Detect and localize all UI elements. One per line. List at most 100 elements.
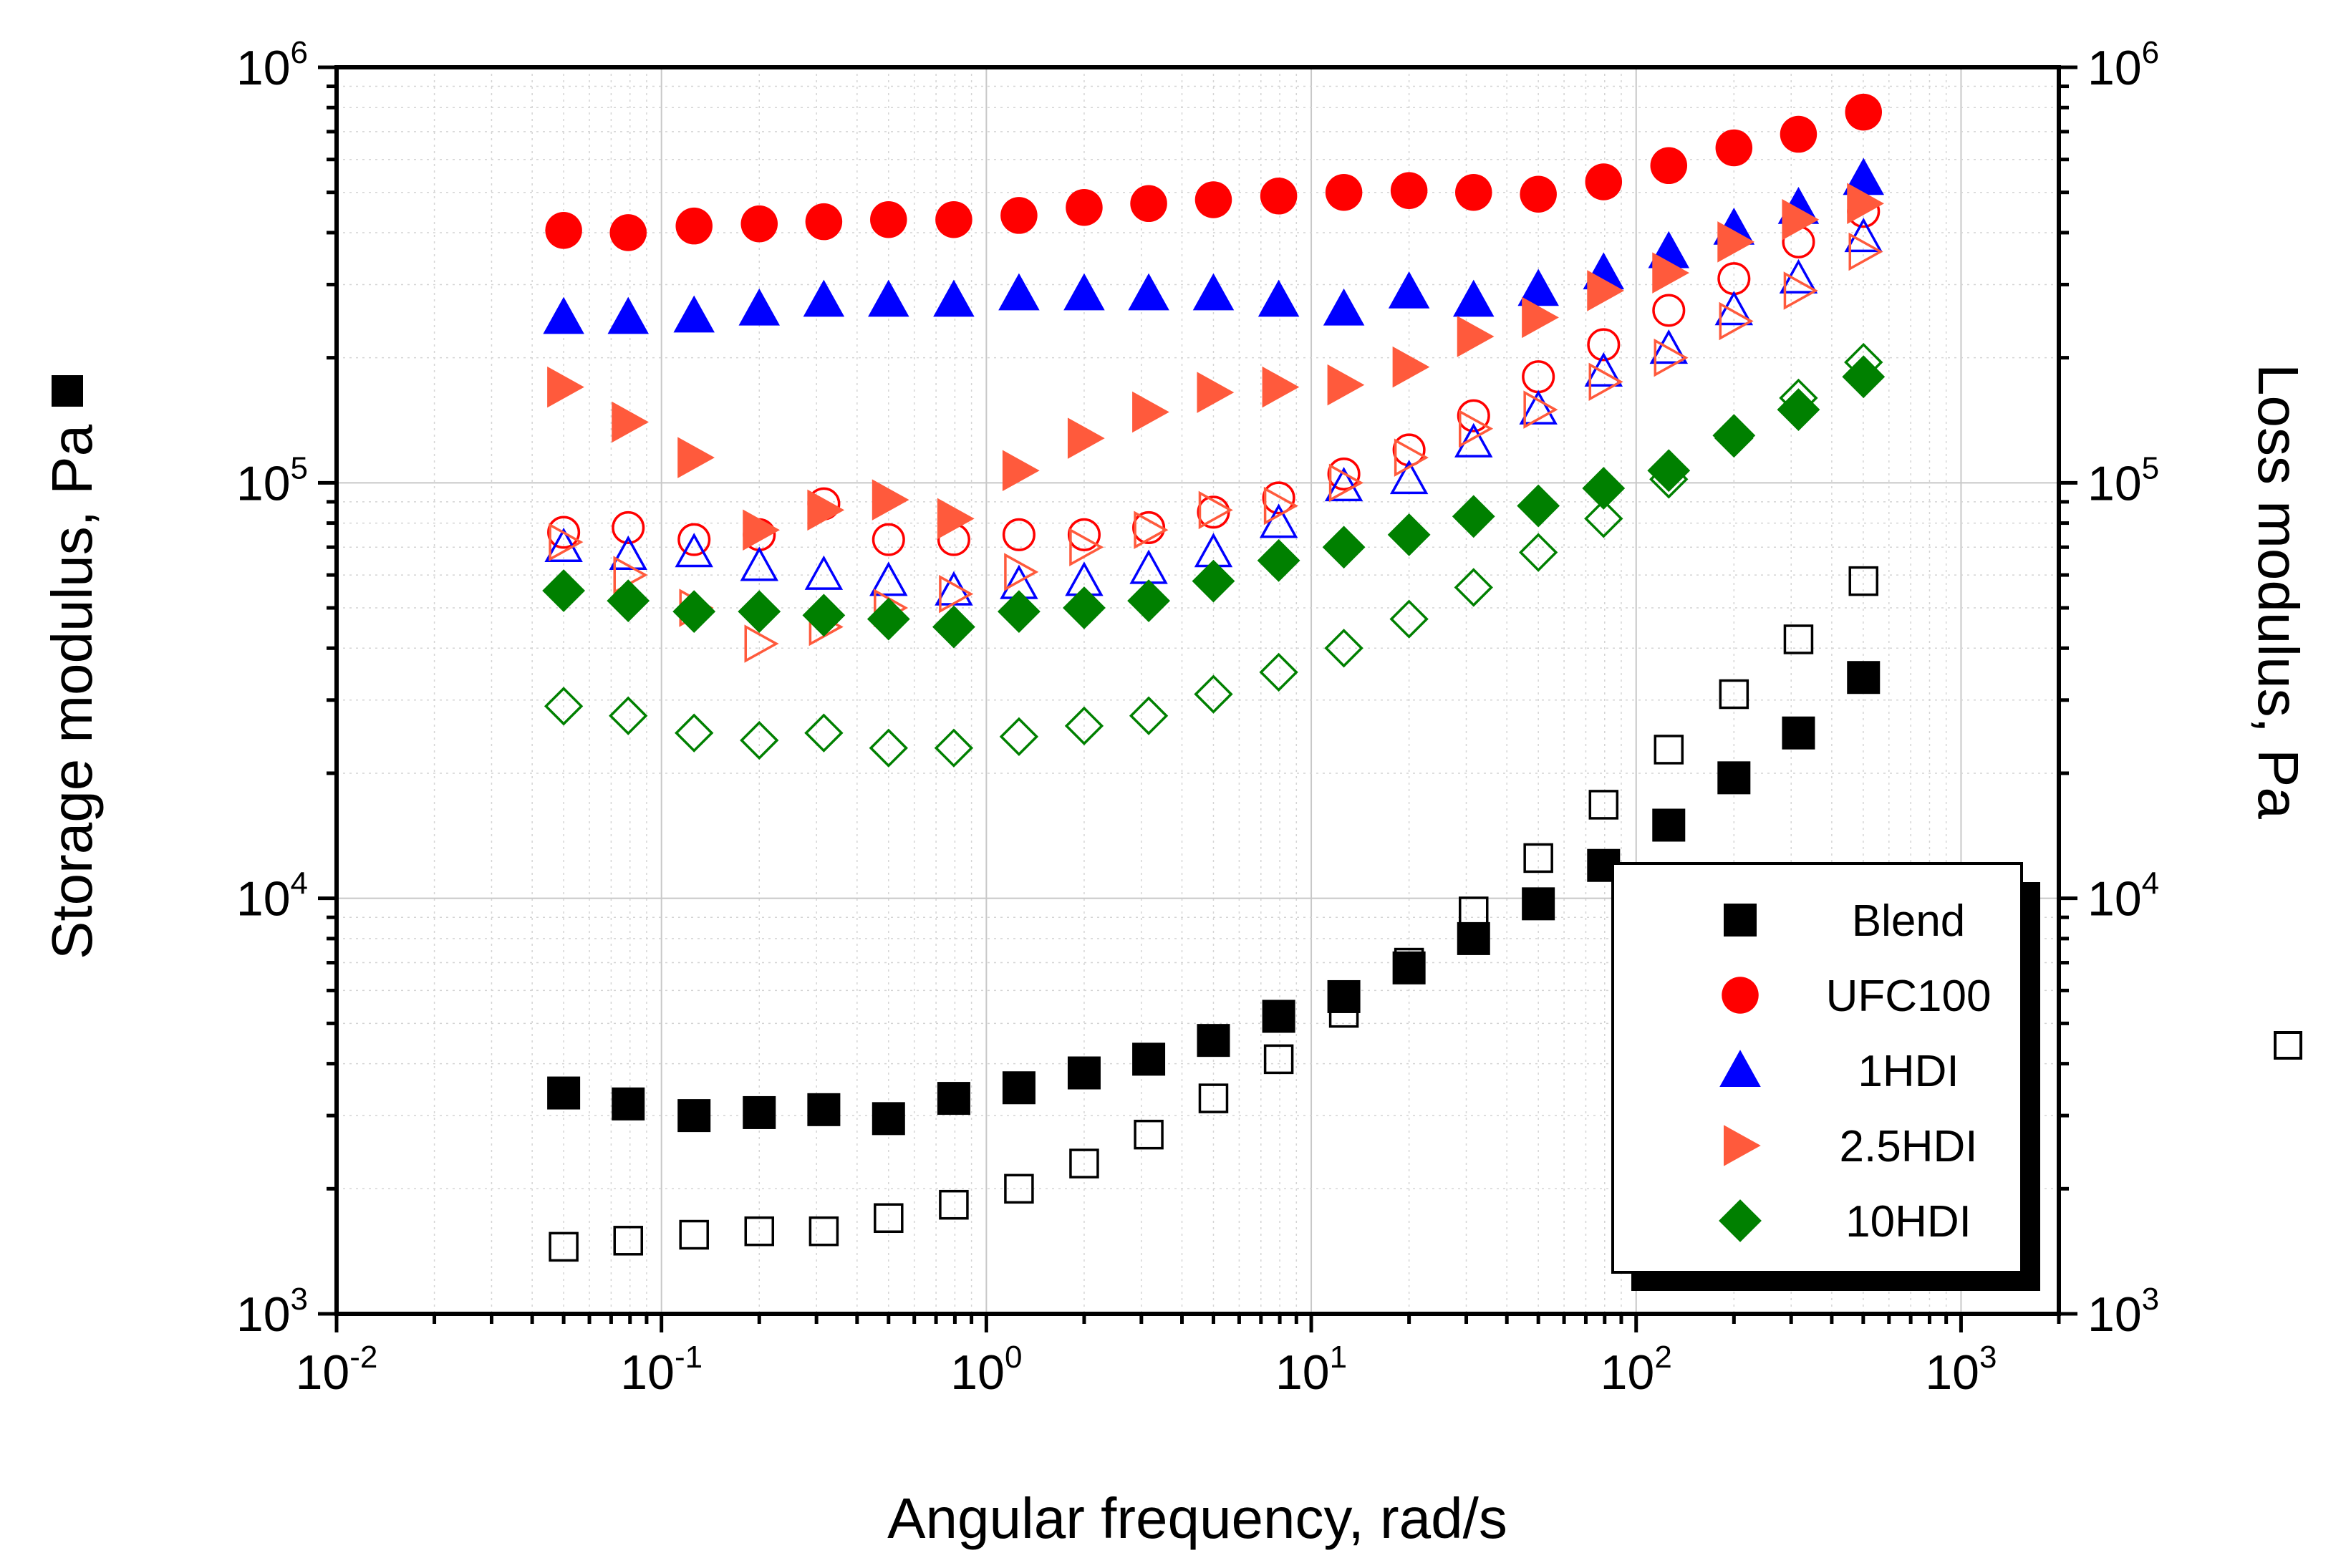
blend-storage-point: [1522, 887, 1555, 921]
10hdi-loss-point: [1389, 599, 1429, 639]
ufc100-storage-point: [1845, 93, 1883, 131]
blend-loss-point: [874, 1203, 904, 1234]
1hdi-loss-point: [1844, 217, 1883, 253]
ufc100-storage-point: [1130, 185, 1167, 223]
blend-storage-point: [807, 1093, 841, 1126]
2-5hdi-loss-point: [1654, 338, 1689, 377]
2-5hdi-storage-point: [1067, 417, 1105, 459]
y-left-tick-label: 105: [236, 450, 308, 510]
2-5hdi-storage-point: [743, 509, 781, 551]
10hdi-storage-point: [672, 590, 716, 634]
blend-storage-point: [743, 1095, 776, 1129]
legend-marker-ufc100: [1722, 977, 1759, 1014]
y-right-tick-label: 104: [2087, 866, 2159, 926]
10hdi-loss-point: [869, 728, 908, 768]
1hdi-storage-point: [803, 279, 845, 317]
legend-label-10hdi: 10HDI: [1845, 1197, 1971, 1247]
10hdi-storage-point: [738, 590, 781, 634]
10hdi-storage-point: [1452, 495, 1495, 538]
blend-loss-point: [1069, 1148, 1099, 1179]
10hdi-storage-point: [1777, 388, 1820, 432]
2-5hdi-storage-point: [1327, 364, 1365, 406]
10hdi-loss-point: [999, 717, 1039, 756]
10hdi-loss-point: [1584, 499, 1623, 538]
10hdi-storage-point: [1842, 355, 1886, 399]
blend-storage-point: [1132, 1042, 1166, 1076]
2-5hdi-loss-point: [1394, 438, 1429, 477]
2-5hdi-loss-point: [1588, 362, 1623, 402]
2-5hdi-storage-point: [1522, 296, 1559, 339]
ufc100-loss-point: [1262, 481, 1295, 515]
1hdi-loss-point: [1454, 422, 1493, 458]
2-5hdi-storage-point: [1847, 183, 1884, 225]
10hdi-storage-point: [867, 597, 910, 641]
ufc100-storage-point: [1520, 175, 1557, 213]
2-5hdi-storage-point: [1392, 346, 1430, 388]
ufc100-storage-point: [1325, 173, 1363, 211]
1hdi-storage-point: [543, 296, 584, 334]
10hdi-loss-point: [1454, 568, 1493, 607]
blend-storage-point: [1717, 761, 1751, 795]
10hdi-loss-point: [1194, 674, 1233, 714]
1hdi-storage-point: [1388, 271, 1430, 309]
10hdi-storage-point: [542, 569, 586, 612]
2-5hdi-storage-point: [612, 401, 649, 443]
1hdi-loss-point: [1519, 389, 1558, 425]
10hdi-storage-point: [1387, 513, 1431, 556]
ufc100-loss-point: [872, 523, 905, 556]
ufc100-loss-point: [612, 510, 645, 544]
10hdi-loss-point: [1259, 652, 1298, 692]
10hdi-storage-point: [607, 579, 650, 623]
blend-loss-point: [1783, 624, 1814, 654]
ufc100-storage-point: [1390, 172, 1428, 209]
1hdi-loss-point: [1389, 459, 1429, 495]
2-5hdi-loss-point: [1328, 463, 1363, 503]
2-5hdi-storage-point: [1262, 366, 1300, 408]
ufc100-storage-point: [675, 207, 713, 245]
2-5hdi-loss-point: [1719, 301, 1754, 341]
10hdi-storage-point: [1257, 539, 1300, 582]
blend-loss-point: [1263, 1044, 1294, 1075]
legend-label-ufc100: UFC100: [1826, 972, 1992, 1021]
1hdi-loss-point: [1129, 549, 1168, 584]
ufc100-storage-point: [935, 200, 972, 238]
10hdi-storage-point: [998, 590, 1041, 634]
2-5hdi-loss-point: [1069, 528, 1104, 566]
1hdi-storage-point: [738, 288, 781, 326]
10hdi-storage-point: [1063, 586, 1106, 629]
y-left-tick-label: 104: [236, 866, 308, 926]
ufc100-storage-point: [870, 200, 907, 238]
data-points: [542, 93, 1886, 1262]
2-5hdi-storage-point: [1587, 270, 1625, 311]
1hdi-loss-point: [869, 561, 908, 596]
1hdi-storage-point: [607, 296, 649, 334]
10hdi-loss-point: [544, 687, 584, 726]
1hdi-storage-point: [1517, 268, 1559, 306]
blend-storage-point: [1392, 951, 1426, 984]
legend: Blend UFC100 1HDI 2.5HDI 10HDI: [1611, 862, 2040, 1291]
10hdi-storage-point: [1712, 414, 1756, 458]
10hdi-loss-point: [934, 728, 974, 768]
blend-loss-point: [613, 1226, 643, 1256]
blend-storage-point: [1847, 661, 1881, 695]
tick-labels: 10-2 10-1 100 101 102 103 103 103 104 104 105 105 10…: [236, 35, 2159, 1400]
10hdi-storage-point: [1517, 484, 1560, 528]
blend-storage-point: [1327, 979, 1361, 1013]
10hdi-storage-point: [802, 594, 846, 637]
1hdi-storage-point: [933, 279, 975, 317]
10hdi-storage-point: [1322, 526, 1366, 569]
ufc100-storage-point: [1260, 178, 1298, 215]
ufc100-storage-point: [1585, 163, 1623, 200]
blend-loss-point: [1134, 1119, 1164, 1150]
ufc100-loss-point: [547, 516, 581, 549]
blend-loss-point: [679, 1219, 709, 1250]
axes: [318, 65, 2077, 1332]
ufc100-storage-point: [1000, 197, 1038, 234]
legend-marker-2-5hdi: [1724, 1125, 1761, 1166]
blend-storage-point: [1782, 716, 1815, 750]
1hdi-storage-point: [1258, 279, 1300, 317]
ufc100-storage-point: [1194, 181, 1232, 218]
1hdi-storage-point: [868, 279, 909, 317]
ufc100-storage-point: [1454, 173, 1492, 211]
10hdi-loss-point: [1129, 696, 1169, 735]
